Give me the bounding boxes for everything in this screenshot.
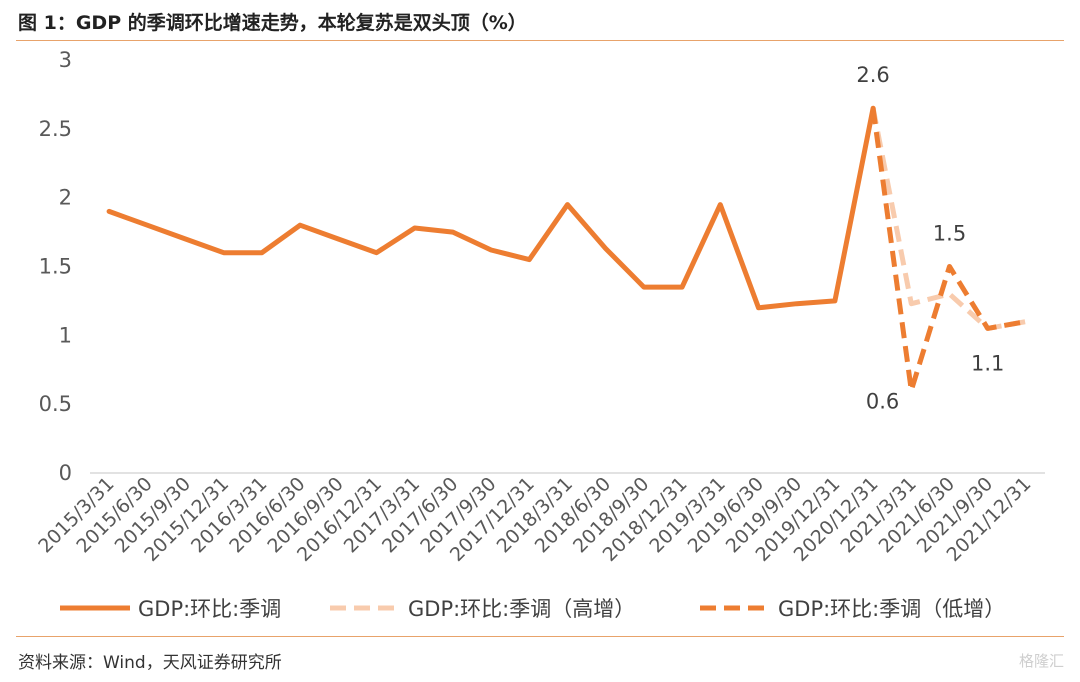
watermark-logo: 格隆汇 [1018,652,1064,670]
data-label: 1.5 [933,222,966,246]
legend: GDP:环比:季调 GDP:环比:季调（高增） GDP:环比:季调（低增） [60,597,1005,621]
data-label: 1.1 [971,351,1004,375]
series-line-1 [870,107,1027,331]
legend-label: GDP:环比:季调 [138,597,281,621]
footer-divider [16,636,1064,637]
series-line-0 [106,105,876,311]
series-lines [106,105,1027,393]
title-divider [16,40,1064,41]
data-label: 0.6 [866,389,899,413]
data-labels: 2.6 0.6 1.5 1.1 [856,63,1004,413]
legend-label: GDP:环比:季调（低增） [778,597,1005,621]
legend-label: GDP:环比:季调（高增） [408,597,635,621]
y-tick-label: 2 [59,186,72,210]
y-tick-label: 0.5 [39,392,72,416]
data-label: 2.6 [856,63,889,87]
y-axis: 0 0.5 1 1.5 2 2.5 3 [39,48,72,485]
y-tick-label: 3 [59,48,72,72]
y-tick-label: 2.5 [39,117,72,141]
line-chart: 0 0.5 1 1.5 2 2.5 3 2015/3/312015/6/302015/9/3… [34,48,1045,621]
x-axis: 2015/3/312015/6/302015/9/302015/12/31201… [34,472,1045,566]
chart-title: 图 1：GDP 的季调环比增速走势，本轮复苏是双头顶（%） [18,12,527,34]
y-tick-label: 0 [59,461,72,485]
y-tick-label: 1 [59,323,72,347]
y-tick-label: 1.5 [39,255,72,279]
source-note: 资料来源：Wind，天风证券研究所 [18,653,282,673]
series-line-2 [870,107,1027,393]
